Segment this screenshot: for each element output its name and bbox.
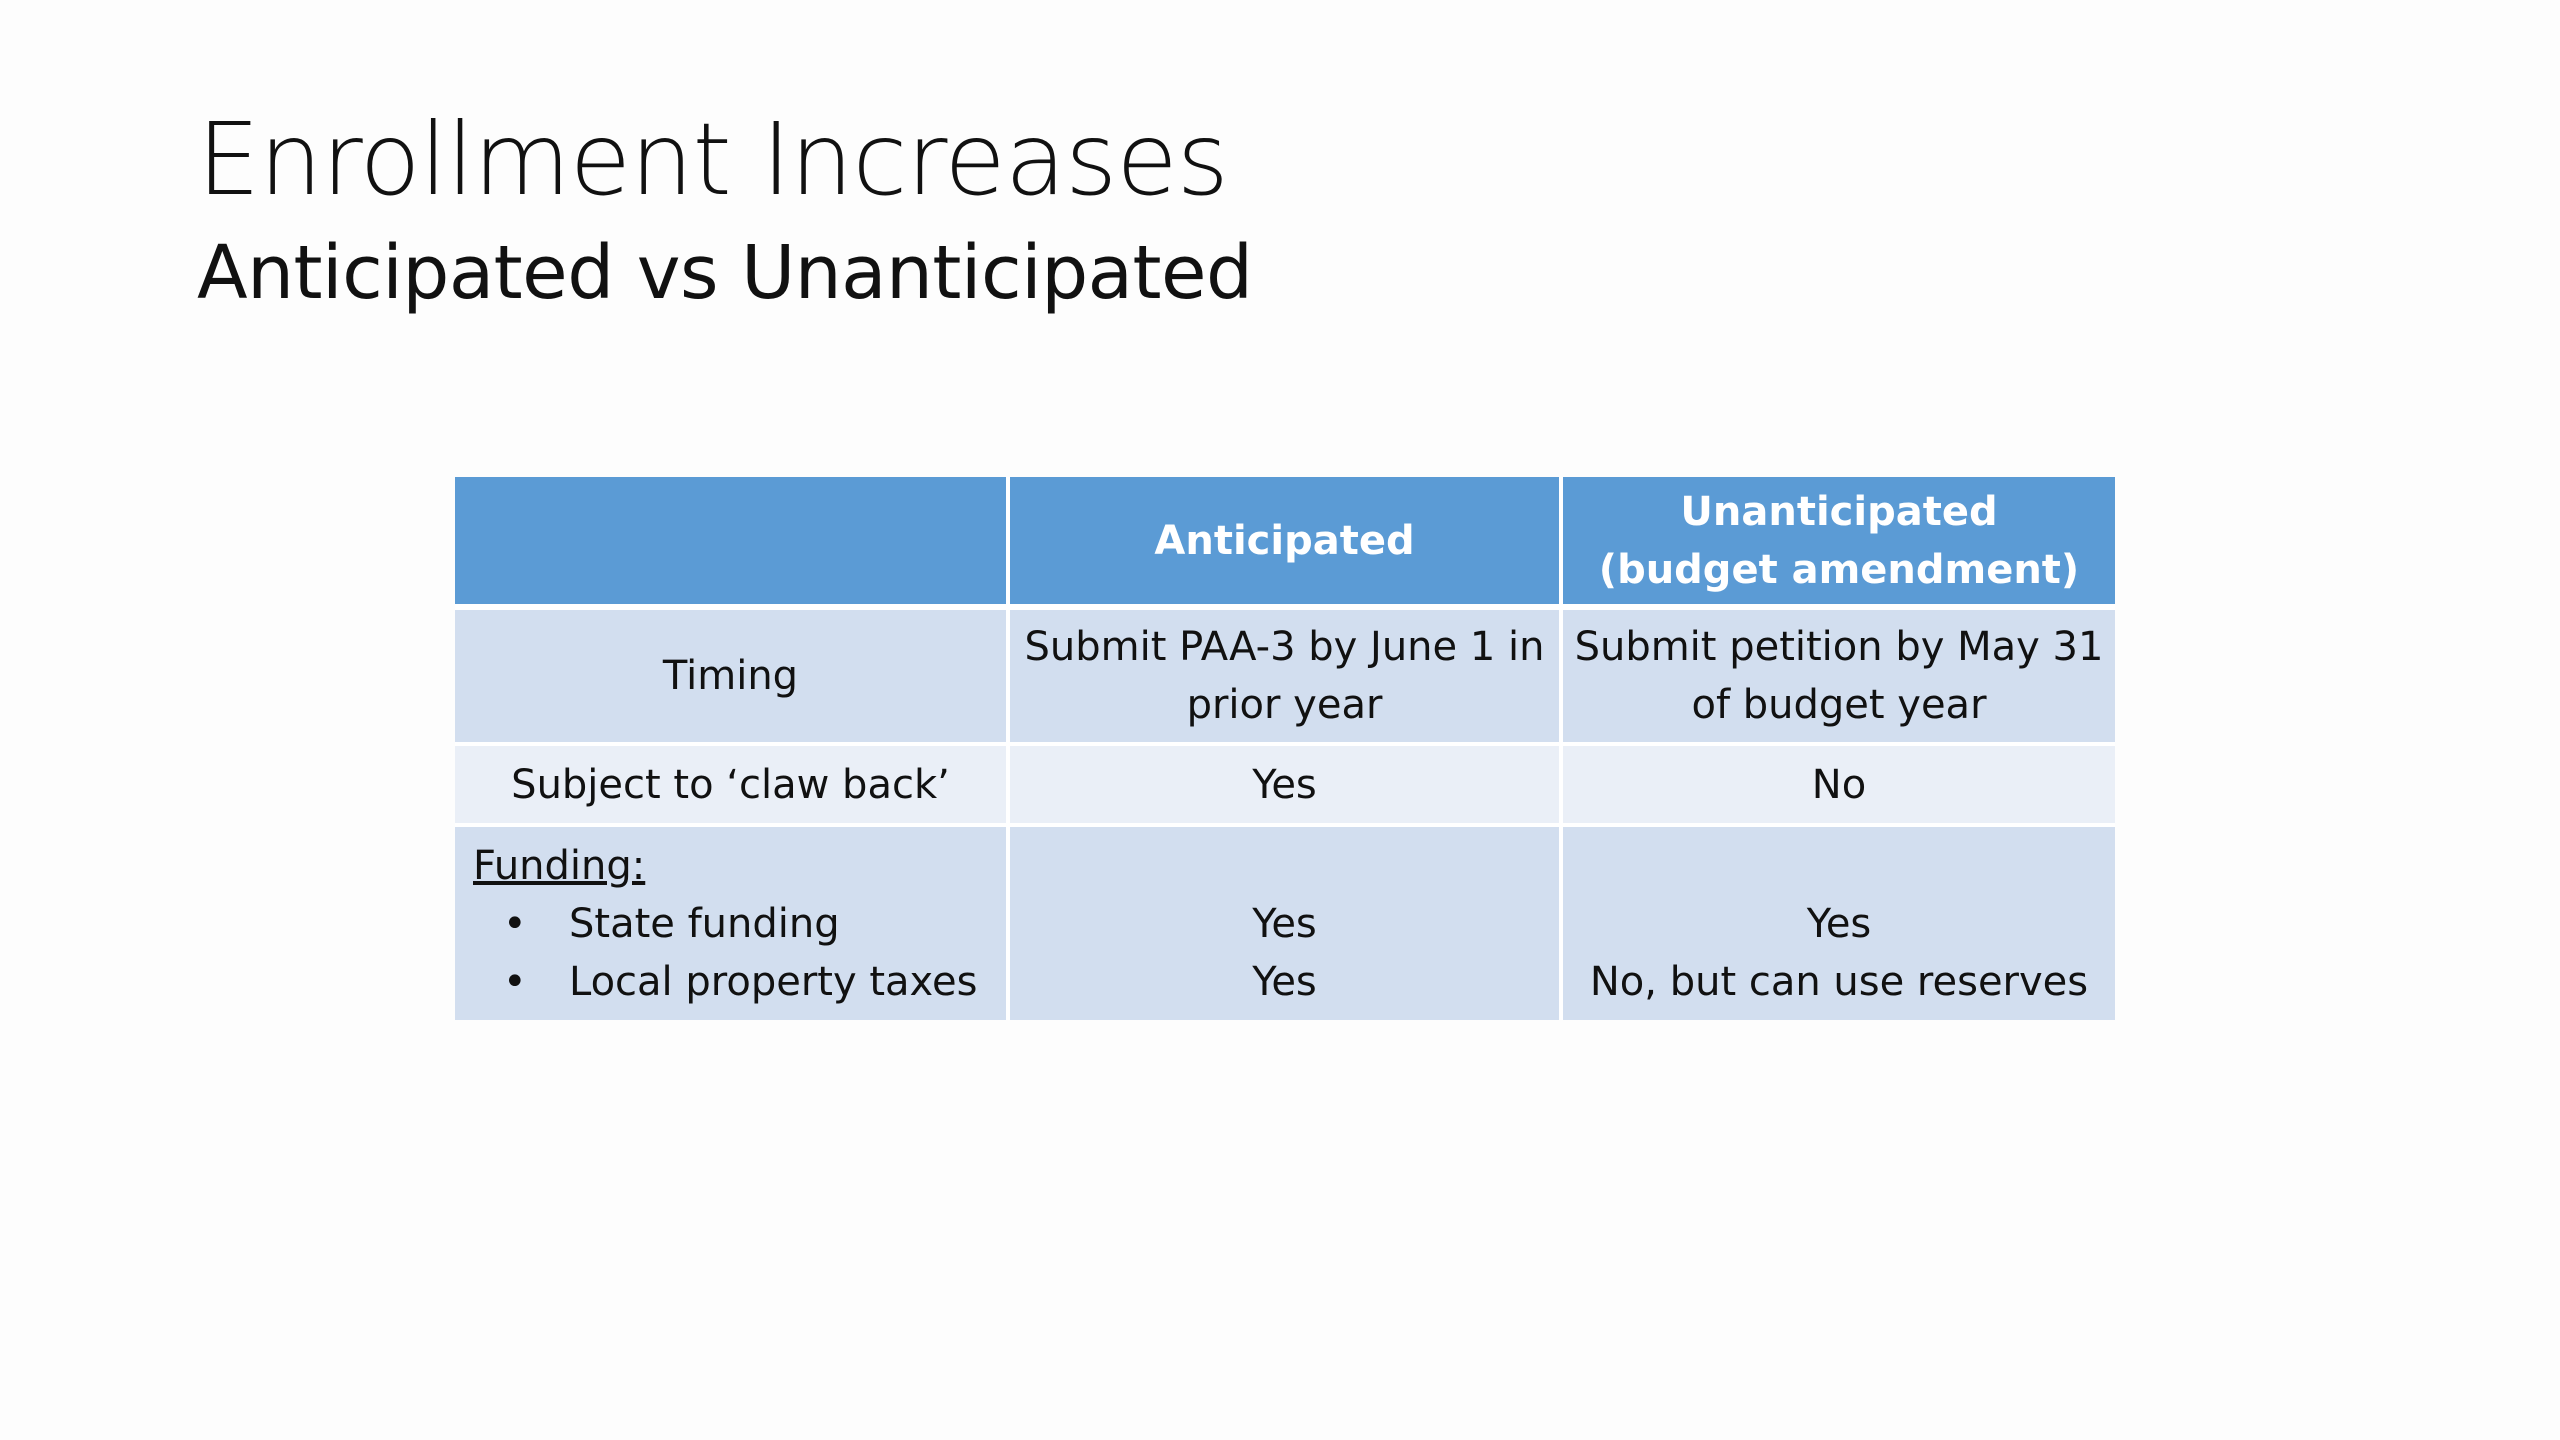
- list-item: • State funding: [473, 895, 996, 953]
- funding-item-label: State funding: [569, 900, 840, 947]
- timing-unanticipated: Submit petition by May 31 of budget year: [1563, 610, 2115, 746]
- state-funding-unanticipated: Yes: [1806, 900, 1872, 947]
- header-unanticipated-line2: (budget amendment): [1598, 546, 2080, 593]
- cell-spacer: [1573, 837, 2105, 895]
- timing-anticipated: Submit PAA-3 by June 1 in prior year: [1010, 610, 1563, 746]
- table-header-row: Anticipated Unanticipated (budget amendm…: [455, 477, 2115, 610]
- bullet-icon: •: [503, 958, 527, 1005]
- cell-spacer: [1020, 837, 1549, 895]
- claw-back-anticipated: Yes: [1010, 746, 1563, 827]
- funding-unanticipated-cell: Yes No, but can use reserves: [1563, 827, 2115, 1020]
- funding-anticipated-cell: Yes Yes: [1010, 827, 1563, 1020]
- header-unanticipated-line1: Unanticipated: [1680, 488, 1998, 535]
- claw-back-label: Subject to ‘claw back’: [455, 746, 1010, 827]
- funding-label-cell: Funding: • State funding • Local propert…: [455, 827, 1010, 1020]
- table-row-timing: Timing Submit PAA-3 by June 1 in prior y…: [455, 610, 2115, 746]
- slide-title: Enrollment Increases: [197, 101, 1229, 218]
- state-funding-anticipated: Yes: [1252, 900, 1317, 947]
- timing-label: Timing: [455, 610, 1010, 746]
- comparison-table: Anticipated Unanticipated (budget amendm…: [455, 477, 2115, 1020]
- table-row-claw-back: Subject to ‘claw back’ Yes No: [455, 746, 2115, 827]
- header-unanticipated: Unanticipated (budget amendment): [1563, 477, 2115, 610]
- funding-list: • State funding • Local property taxes: [473, 895, 996, 1011]
- claw-back-unanticipated: No: [1563, 746, 2115, 827]
- table-row-funding: Funding: • State funding • Local propert…: [455, 827, 2115, 1020]
- property-taxes-anticipated: Yes: [1252, 958, 1317, 1005]
- funding-heading: Funding:: [473, 842, 646, 889]
- header-anticipated: Anticipated: [1010, 477, 1563, 610]
- property-taxes-unanticipated: No, but can use reserves: [1589, 958, 2089, 1005]
- header-empty-cell: [455, 477, 1010, 610]
- bullet-icon: •: [503, 900, 527, 947]
- list-item: • Local property taxes: [473, 953, 996, 1011]
- funding-item-label: Local property taxes: [569, 958, 978, 1005]
- slide-subtitle: Anticipated vs Unanticipated: [197, 230, 1253, 316]
